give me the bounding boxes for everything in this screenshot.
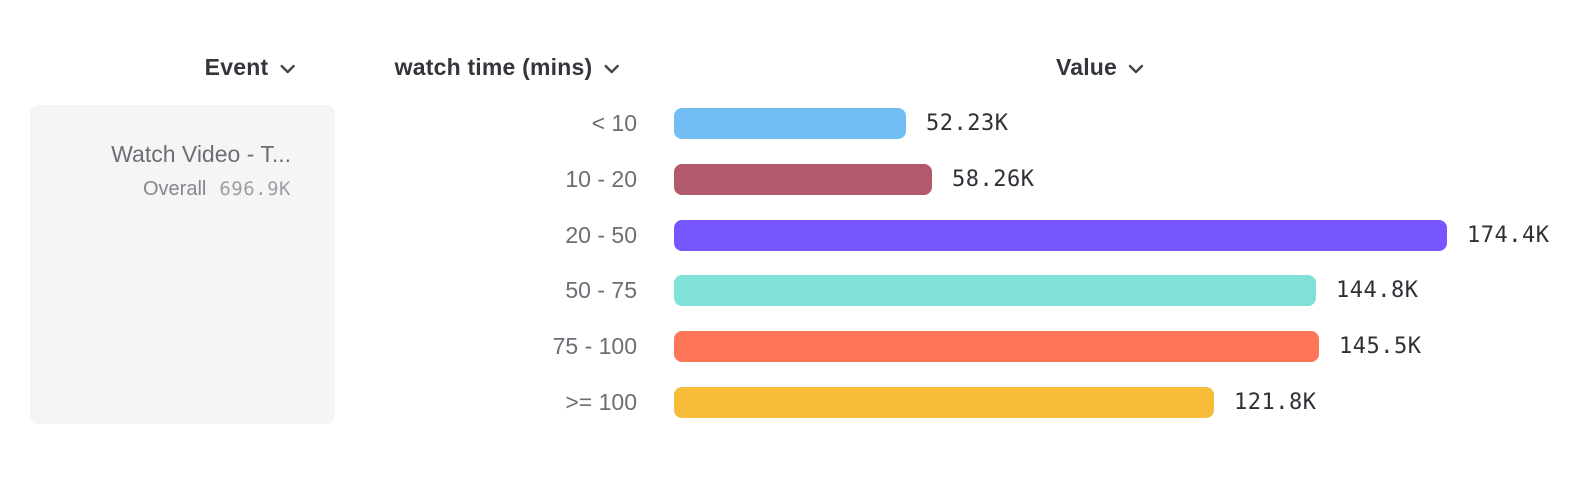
chevron-down-icon — [603, 64, 619, 74]
category-label: >= 100 — [565, 389, 637, 415]
bar-value-label: 121.8K — [1234, 390, 1317, 415]
bar-row: 20 - 50 174.4K — [0, 219, 1584, 251]
category-label: < 10 — [591, 110, 637, 136]
breakdown-header-label: watch time (mins) — [394, 53, 593, 80]
value-column-header[interactable]: Value — [1056, 52, 1144, 82]
bar-value-label: 144.8K — [1336, 278, 1419, 304]
bar-value-label: 145.5K — [1339, 334, 1422, 360]
bar-segment[interactable] — [674, 108, 906, 139]
bar-segment[interactable] — [674, 387, 1214, 418]
bar-row: 50 - 75 144.8K — [0, 275, 1584, 307]
category-label: 20 - 50 — [565, 221, 637, 248]
bar-value-label: 58.26K — [952, 166, 1035, 192]
category-label: 10 - 20 — [565, 165, 637, 192]
bar-row: 10 - 20 58.26K — [0, 163, 1584, 195]
value-header-label: Value — [1055, 53, 1118, 80]
event-overall-row: Overall 696.9K — [30, 178, 291, 201]
bar-value-label: 52.23K — [926, 111, 1009, 136]
bar-row: 75 - 100 145.5K — [0, 331, 1584, 363]
overall-value: 696.9K — [219, 177, 291, 200]
category-label: 75 - 100 — [552, 333, 637, 360]
breakdown-column-header[interactable]: watch time (mins) — [395, 52, 620, 82]
category-label: 50 - 75 — [565, 277, 637, 304]
bar-segment[interactable] — [674, 275, 1316, 307]
bar-row: < 10 52.23K — [0, 108, 1584, 139]
event-column-header[interactable]: Event — [205, 52, 296, 82]
bar-row: >= 100 121.8K — [0, 387, 1584, 418]
bar-value-label: 174.4K — [1467, 222, 1550, 248]
bar-segment[interactable] — [674, 163, 932, 195]
event-header-label: Event — [204, 53, 269, 80]
event-card[interactable]: Watch Video - T... Overall 696.9K — [30, 105, 335, 424]
bar-segment[interactable] — [674, 219, 1447, 251]
chevron-down-icon — [1128, 64, 1144, 74]
chevron-down-icon — [279, 64, 295, 74]
overall-label: Overall — [143, 177, 207, 200]
event-name: Watch Video - T... — [111, 141, 291, 167]
bar-segment[interactable] — [674, 331, 1319, 363]
